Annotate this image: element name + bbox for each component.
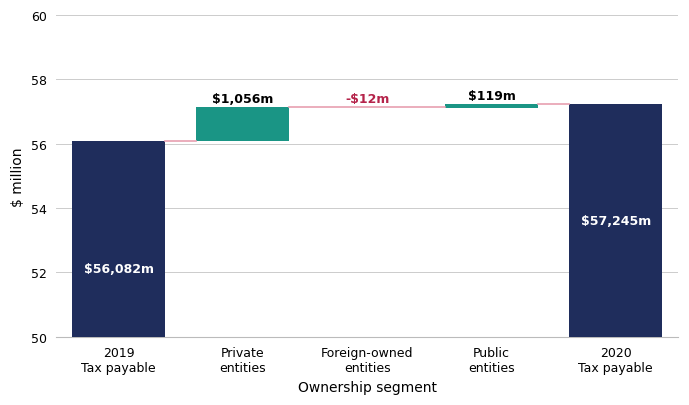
Text: -$12m: -$12m (345, 93, 389, 106)
Text: $56,082m: $56,082m (83, 262, 154, 275)
Text: $119m: $119m (468, 90, 515, 102)
Text: $1,056m: $1,056m (212, 93, 274, 106)
Y-axis label: $ million: $ million (11, 147, 25, 206)
Bar (445, 104, 538, 108)
Text: $57,245m: $57,245m (581, 214, 651, 227)
X-axis label: Ownership segment: Ownership segment (298, 380, 437, 394)
Bar (196, 108, 289, 142)
Bar (72, 142, 165, 337)
Bar (569, 104, 662, 337)
